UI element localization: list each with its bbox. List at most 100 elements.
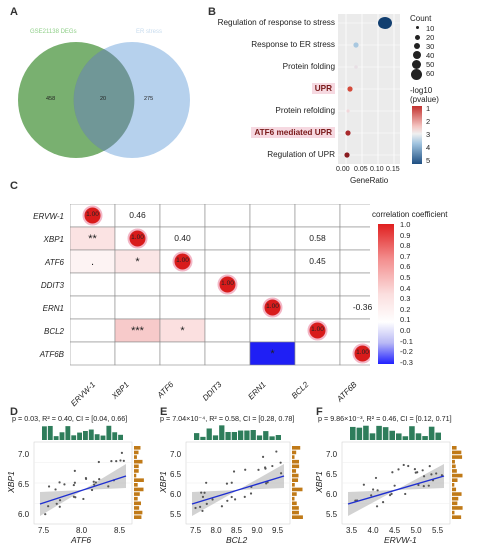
scatter-point [115, 460, 118, 463]
col-label: ERN1 [246, 380, 268, 402]
scatter-point [58, 481, 61, 484]
col-label: XBP1 [109, 380, 131, 401]
marginal-bar [428, 426, 435, 440]
scatter-point [107, 485, 110, 488]
marginal-bar [292, 492, 297, 496]
term-label: Regulation of response to stress [217, 18, 335, 27]
scatter-point [265, 482, 268, 485]
scatter-point [230, 481, 233, 484]
y-tick: 6.5 [170, 470, 182, 479]
term-label: Regulation of UPR [267, 150, 335, 159]
col-label: BCL2 [289, 380, 311, 401]
marginal-bar [134, 496, 138, 501]
panel-label-b: B [208, 6, 216, 18]
y-tick: 6.5 [18, 480, 30, 489]
marginal-bar [194, 433, 200, 440]
scatter-stat: p = 7.04×10⁻⁴, R² = 0.58, CI = [0.28, 0.… [160, 414, 295, 423]
scatter-point [233, 498, 237, 501]
corr-legend-tick: -0.2 [400, 347, 413, 357]
correlation-grid [70, 204, 370, 366]
marginal-bar [47, 425, 53, 440]
significance-mark: * [270, 347, 275, 360]
marginal-bar [244, 430, 250, 440]
x-axis-label: ERVW-1 [384, 535, 417, 545]
scatter-point [279, 461, 282, 464]
marginal-bar [382, 427, 389, 440]
venn-diagram: GSE21138 DEGs ER stress 458 20 275 [8, 14, 208, 184]
size-legend-value: 60 [426, 69, 435, 78]
scatter-point [90, 488, 94, 492]
marginal-bar [292, 459, 300, 464]
color-legend-tick: 1 [426, 104, 431, 113]
color-legend-tick: 5 [426, 156, 431, 165]
marginal-bar [452, 506, 463, 510]
scatter-point [58, 499, 62, 502]
scatter-point [230, 495, 233, 499]
scatter-point [376, 489, 379, 492]
marginal-bar [134, 515, 142, 519]
scatter-point [422, 475, 426, 478]
scatter-point [404, 492, 407, 496]
size-legend-value: 10 [426, 24, 435, 33]
y-tick: 7.0 [18, 450, 30, 459]
corr-value: -0.36 [352, 301, 373, 312]
scatter-point [261, 455, 265, 458]
marginal-bar [452, 496, 459, 501]
marginal-bar [134, 464, 139, 469]
panel-label-f: F [316, 406, 323, 418]
marginal-bar [292, 478, 299, 482]
corr-legend-tick: 0.0 [400, 326, 411, 335]
scatter-plot-f: p = 9.86×10⁻³, R² = 0.46, CI = [0.12, 0.… [314, 414, 476, 548]
term-label: Response to ER stress [251, 40, 335, 49]
marginal-bar [77, 432, 82, 440]
marginal-bar [402, 436, 409, 440]
marginal-bar [134, 450, 139, 455]
marginal-bar [422, 436, 428, 440]
scatter-point [370, 494, 373, 497]
row-label: ERN1 [42, 304, 64, 313]
scatter-point [200, 491, 203, 494]
term-label: Protein refolding [275, 106, 335, 115]
x-tick: 8.5 [231, 526, 243, 535]
diag-value: 1.00 [221, 279, 234, 287]
marginal-bar [452, 459, 455, 464]
scatter-point [374, 476, 378, 480]
regression-line [39, 475, 127, 505]
marginal-bar [134, 473, 137, 478]
diag-value: 1.00 [311, 325, 324, 333]
enrichment-dots [338, 14, 400, 164]
size-legend: Count 10 20 30 40 50 60 -log10 (pvalue) … [410, 14, 470, 166]
marginal-bar [134, 501, 141, 506]
scatter-point [422, 485, 425, 488]
marginal-bar [53, 436, 59, 440]
diag-circle [307, 320, 328, 341]
diag-circle [127, 228, 148, 249]
panel-label-e: E [160, 406, 168, 418]
marginal-bar [256, 435, 263, 440]
diag-value: 1.00 [266, 302, 279, 310]
y-tick: 6.5 [326, 470, 338, 479]
size-legend-value: 30 [426, 42, 435, 51]
size-legend-value: 40 [426, 51, 435, 60]
scatter-point [413, 468, 416, 471]
y-tick: 7.0 [326, 450, 338, 459]
marginal-bar [200, 436, 206, 440]
scatter-point [388, 494, 392, 497]
corr-value: 0.45 [309, 255, 326, 266]
marginal-bar [83, 430, 88, 440]
size-legend-value: 20 [426, 33, 435, 42]
row-label: DDIT3 [40, 281, 64, 290]
marginal-bar [292, 473, 299, 478]
row-label: ATF6B [39, 350, 64, 359]
term-labels: Regulation of response to stress Respons… [200, 14, 335, 174]
marginal-bar [59, 432, 65, 440]
corr-legend-tick: 0.5 [400, 273, 411, 282]
x-tick: 4.0 [367, 526, 379, 535]
correlation-matrix: ERVW-1 XBP1 ATF6 DDIT3 ERN1 BCL2 ATF6B 1… [8, 190, 478, 408]
marginal-bar [452, 487, 457, 492]
diag-circle [262, 297, 283, 318]
marginal-bar [452, 515, 462, 519]
scatter-point [194, 506, 197, 510]
marginal-bar [292, 506, 299, 510]
marginal-bar [88, 429, 94, 440]
